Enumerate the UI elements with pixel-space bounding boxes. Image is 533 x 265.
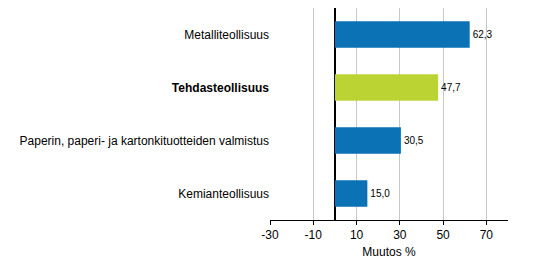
- svg-text:Metalliteollisuus: Metalliteollisuus: [184, 28, 269, 42]
- svg-text:47,7: 47,7: [441, 82, 461, 93]
- svg-text:70: 70: [480, 228, 494, 242]
- svg-text:10: 10: [350, 228, 364, 242]
- svg-text:Tehdasteollisuus: Tehdasteollisuus: [172, 81, 269, 95]
- svg-text:-10: -10: [305, 228, 323, 242]
- svg-text:50: 50: [436, 228, 450, 242]
- svg-text:30,5: 30,5: [404, 135, 424, 146]
- svg-text:62,3: 62,3: [473, 29, 493, 40]
- svg-text:Muutos %: Muutos %: [362, 245, 416, 259]
- svg-text:Kemianteollisuus: Kemianteollisuus: [178, 187, 269, 201]
- svg-text:15,0: 15,0: [370, 188, 390, 199]
- svg-text:30: 30: [393, 228, 407, 242]
- svg-text:-30: -30: [261, 228, 279, 242]
- svg-text:Paperin, paperi- ja kartonkitu: Paperin, paperi- ja kartonkituotteiden v…: [20, 134, 269, 148]
